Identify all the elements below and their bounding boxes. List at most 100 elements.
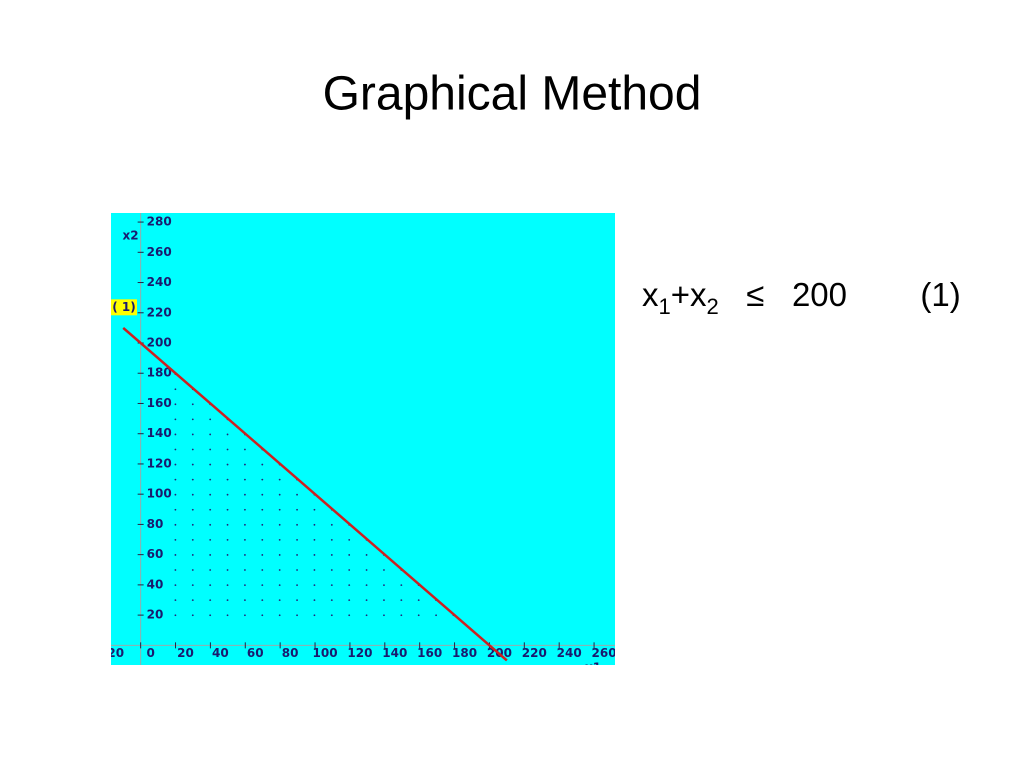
y-tick-label: 160 — [147, 396, 172, 410]
feasible-dot — [365, 584, 368, 586]
feasible-dot — [365, 554, 368, 556]
feasible-dot — [209, 448, 212, 451]
feasible-dot — [348, 614, 351, 617]
feasible-dot — [278, 554, 281, 556]
x-tick-label: 100 — [313, 646, 338, 660]
feasible-dot — [330, 523, 333, 526]
annotation: ( 1) — [112, 300, 136, 314]
feasible-dot — [435, 614, 437, 617]
constraint-line — [122, 326, 508, 662]
feasible-dot — [191, 508, 194, 511]
x-tick-label: 60 — [247, 646, 264, 660]
feasible-dot — [383, 614, 385, 617]
feasible-dot — [348, 554, 351, 556]
feasible-dot — [191, 433, 194, 436]
feasible-dot — [174, 614, 177, 617]
feasible-dot — [244, 448, 246, 451]
var: x — [690, 276, 707, 313]
feasible-dot — [209, 554, 212, 556]
feasible-dot — [313, 584, 316, 586]
feasible-dot — [191, 554, 194, 556]
feasible-dot — [261, 614, 264, 617]
feasible-dot — [278, 523, 281, 526]
feasible-dot — [226, 448, 229, 451]
feasible-dot — [313, 569, 316, 571]
x-tick-label: 20 — [177, 646, 194, 660]
feasible-dot — [226, 523, 229, 526]
feasible-dot — [348, 599, 351, 602]
x-tick-label: 140 — [382, 646, 407, 660]
feasible-dot — [174, 599, 177, 602]
feasible-dot — [296, 614, 298, 617]
y-tick-label: 220 — [147, 305, 172, 319]
feasible-dot — [348, 538, 351, 541]
feasible-dot — [296, 538, 298, 541]
feasible-dot — [296, 508, 298, 511]
y-tick-label: 100 — [147, 487, 172, 501]
feasible-dot — [191, 569, 194, 571]
feasible-dot — [191, 523, 194, 526]
feasible-dot — [174, 554, 177, 556]
feasible-dot — [365, 614, 368, 617]
feasible-dot — [244, 584, 246, 586]
feasible-dot — [209, 463, 212, 466]
feasible-dot — [209, 433, 212, 436]
feasible-dot — [174, 403, 177, 406]
feasible-dot — [244, 538, 246, 541]
feasible-dot — [278, 599, 281, 602]
feasible-dot — [191, 614, 194, 617]
y-axis-label: x2 — [123, 229, 139, 243]
feasible-dot — [174, 523, 177, 526]
x-tick-label: 180 — [452, 646, 477, 660]
y-tick-label: 20 — [147, 608, 164, 622]
feasible-dot — [348, 569, 351, 571]
feasible-dot — [383, 569, 385, 571]
y-tick-label: 40 — [147, 577, 164, 591]
feasible-dot — [296, 493, 298, 496]
feasible-dot — [244, 614, 246, 617]
feasible-dot — [191, 478, 194, 481]
feasible-dot — [209, 599, 212, 602]
feasible-dot — [226, 554, 229, 556]
feasible-dot — [278, 478, 281, 481]
feasible-dot — [313, 554, 316, 556]
feasible-dot — [261, 569, 264, 571]
feasible-dot — [296, 569, 298, 571]
rhs: 200 — [791, 276, 847, 313]
feasible-dot — [174, 508, 177, 511]
feasible-dot — [400, 599, 403, 602]
feasible-dot — [296, 554, 298, 556]
feasible-dot — [209, 478, 212, 481]
y-tick-label: 180 — [147, 366, 172, 380]
feasible-dot — [226, 493, 229, 496]
feasible-dot — [383, 599, 385, 602]
x-tick-label: 160 — [417, 646, 442, 660]
feasible-dot — [261, 523, 264, 526]
y-tick-label: 260 — [147, 245, 172, 259]
feasible-dot — [191, 448, 194, 451]
feasible-dot — [226, 538, 229, 541]
subscript: 1 — [658, 294, 671, 319]
feasible-dot — [226, 599, 229, 602]
feasible-dot — [296, 584, 298, 586]
feasible-dot — [261, 599, 264, 602]
feasible-dot — [244, 508, 246, 511]
feasible-dot — [261, 493, 264, 496]
feasible-dot — [174, 584, 177, 586]
feasible-dot — [174, 388, 177, 391]
feasible-dot — [174, 478, 177, 481]
feasible-dot — [174, 493, 177, 496]
feasible-dot — [365, 569, 368, 571]
feasible-dot — [244, 599, 246, 602]
annotation-box — [111, 299, 137, 316]
feasible-dot — [383, 584, 385, 586]
x-tick-label: 40 — [212, 646, 229, 660]
feasible-dot — [226, 569, 229, 571]
feasible-dot — [296, 599, 298, 602]
feasible-dot — [174, 463, 177, 466]
feasible-dot — [348, 584, 351, 586]
feasible-dot — [313, 538, 316, 541]
feasible-dot — [330, 538, 333, 541]
feasible-dot — [226, 463, 229, 466]
